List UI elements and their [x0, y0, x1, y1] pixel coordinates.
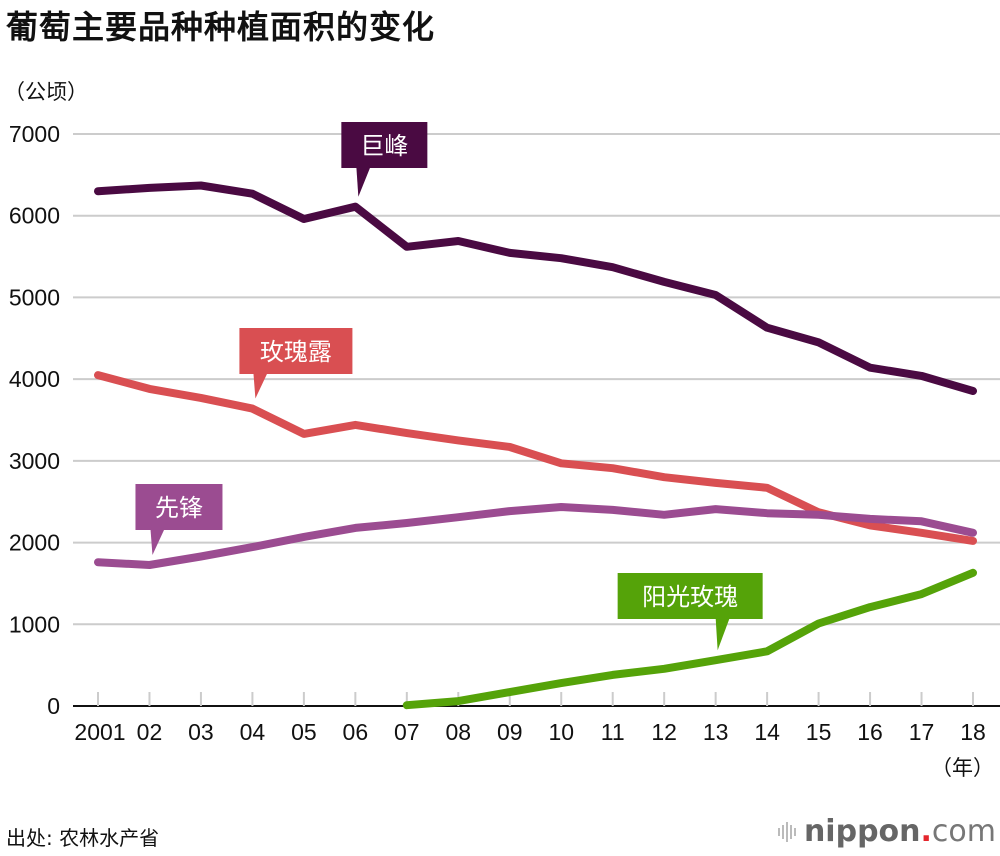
logo-dot: .: [920, 814, 932, 849]
x-tick-label: 02: [137, 719, 163, 745]
chart-title: 葡萄主要品种种植面积的变化: [6, 8, 436, 46]
x-tick-label: 15: [806, 719, 832, 745]
x-tick-label: 08: [445, 719, 471, 745]
callout-pointer: [715, 618, 730, 651]
callout-2: 先锋: [135, 484, 223, 556]
source-note: 出处: 农林水产省: [6, 826, 160, 850]
series-line-3: [402, 568, 977, 710]
x-tick-label: 11: [601, 719, 625, 745]
logo-bars-icon: [777, 821, 796, 843]
x-tick-label: 17: [909, 719, 935, 745]
x-tick-label: 05: [291, 719, 317, 745]
y-tick-label: 5000: [9, 284, 60, 310]
y-tick-label: 7000: [9, 121, 60, 147]
nippon-logo: nippon. com: [777, 814, 996, 849]
logo-tld: com: [931, 814, 996, 849]
x-tick-label: 16: [857, 719, 883, 745]
y-tick-label: 4000: [9, 366, 60, 392]
callout-3: 阳光玫瑰: [617, 573, 763, 651]
callout-box: [341, 122, 428, 168]
line-chart: 0 1000 2000 3000 4000 5000 6000 7000 2001 02 03 04…: [9, 121, 1000, 745]
x-axis: 2001 02 03 04 05 06 07 08 09 10 11 12 13 14 15 16 17 18: [73, 692, 1000, 745]
callout-1: 玫瑰露: [239, 328, 353, 399]
series-label: 巨峰: [360, 132, 408, 160]
y-tick-label: 6000: [9, 203, 60, 229]
y-tick-label: 0: [47, 693, 60, 719]
x-tick-label: 04: [240, 719, 266, 745]
gridlines: [73, 133, 1000, 626]
x-tick-label: 06: [343, 719, 369, 745]
x-tick-label: 10: [548, 719, 574, 745]
callout-box: [617, 573, 763, 619]
x-tick-label: 07: [394, 719, 420, 745]
x-tick-label: 03: [188, 719, 214, 745]
callout-box: [135, 484, 223, 530]
x-tick-label: 09: [497, 719, 523, 745]
series-line-2: [94, 503, 977, 569]
y-axis-unit-label: （公顷）: [4, 80, 88, 104]
callout-0: 巨峰: [341, 122, 428, 197]
series-label: 先锋: [155, 494, 203, 522]
callout-box: [239, 328, 353, 374]
x-tick-label: 14: [754, 719, 780, 745]
y-tick-label: 2000: [9, 530, 60, 556]
series-label: 玫瑰露: [260, 338, 332, 366]
x-tick-label: 13: [703, 719, 729, 745]
callout-pointer: [150, 529, 165, 556]
logo-brand: nippon: [803, 814, 921, 849]
y-tick-label: 1000: [9, 611, 60, 637]
y-tick-label: 3000: [9, 448, 60, 474]
series-label: 阳光玫瑰: [642, 583, 738, 611]
x-tick-label: 18: [960, 719, 986, 745]
series-lines: [94, 181, 977, 710]
x-axis-unit-label: （年）: [931, 756, 994, 780]
callout-pointer: [356, 167, 371, 197]
series-line-0: [94, 181, 977, 395]
y-axis: 0 1000 2000 3000 4000 5000 6000 7000: [9, 121, 60, 719]
x-tick-label: 2001: [74, 719, 125, 745]
callout-pointer: [253, 373, 268, 399]
x-tick-label: 12: [651, 719, 677, 745]
